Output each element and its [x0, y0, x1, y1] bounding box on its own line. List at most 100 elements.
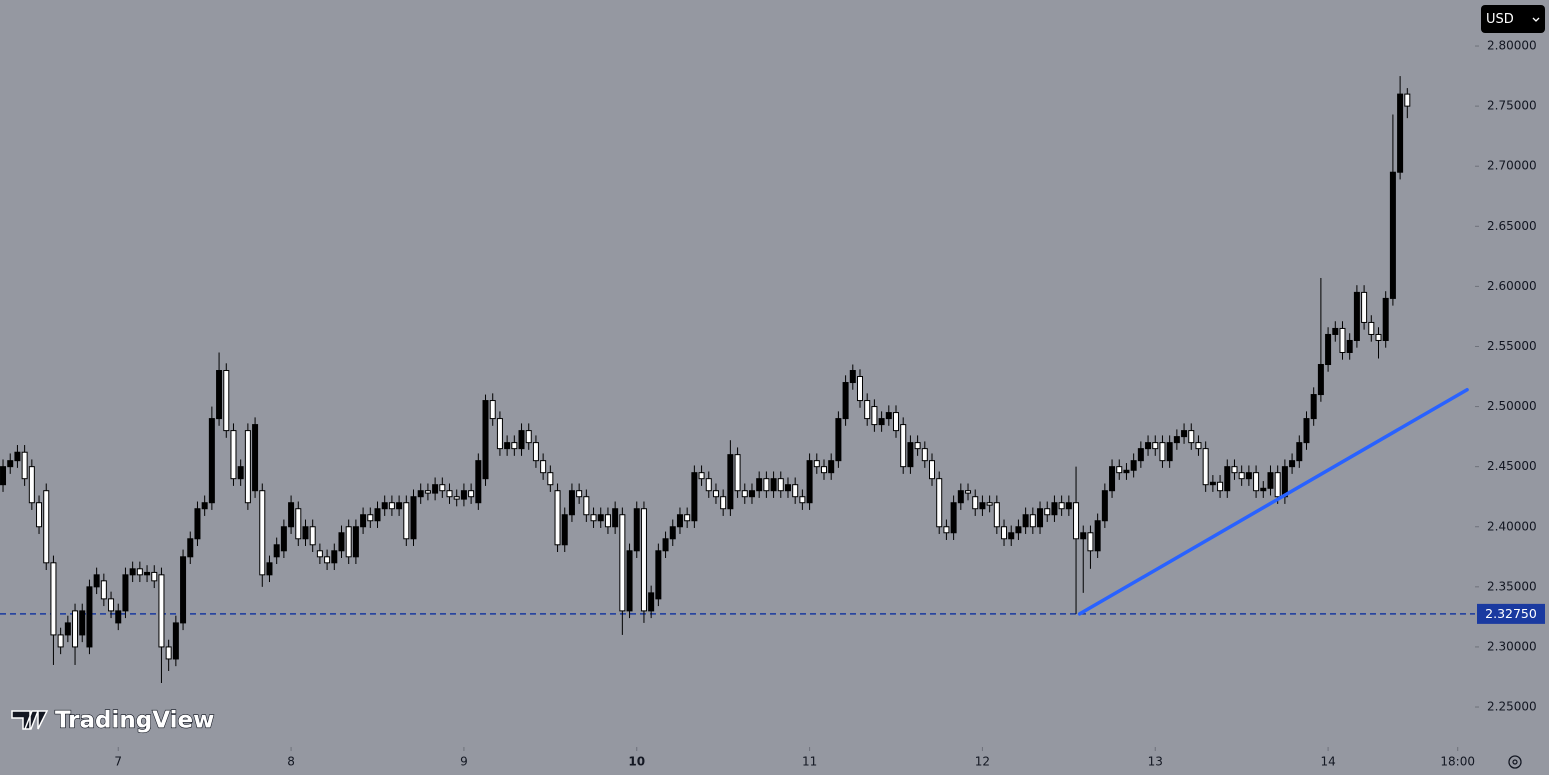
candle-body: [965, 490, 972, 494]
candle-body: [122, 574, 129, 612]
candle-body: [129, 568, 136, 576]
candle-body: [1195, 442, 1202, 450]
y-tick-label: 2.70000: [1487, 159, 1537, 173]
candle-body: [1073, 502, 1080, 540]
candle-body: [900, 424, 907, 468]
x-tick-label: 11: [802, 755, 817, 769]
candle-body: [1245, 472, 1252, 480]
candle-body: [453, 496, 460, 500]
candle-body: [288, 502, 295, 528]
candle-body: [842, 382, 849, 420]
candle-body: [1130, 460, 1137, 471]
candle-body: [468, 490, 475, 498]
candle-body: [1173, 436, 1180, 444]
candle-body: [957, 490, 964, 504]
candle-body: [576, 490, 583, 498]
candle-body: [338, 532, 345, 552]
candle-body: [381, 502, 388, 510]
candle-body: [734, 454, 741, 492]
candle-body: [1015, 526, 1022, 534]
candle-body: [547, 472, 554, 486]
candle-body: [194, 508, 201, 540]
candle-body: [525, 430, 532, 444]
candle-body: [1037, 508, 1044, 528]
candle-body: [1145, 442, 1152, 450]
x-tick-label: 10: [628, 755, 645, 769]
candle-body: [1116, 466, 1123, 474]
candle-body: [907, 442, 914, 468]
candle-body: [1094, 520, 1101, 552]
candle-body: [115, 610, 122, 624]
candle-body: [345, 526, 352, 558]
settings-gear[interactable]: [1508, 755, 1522, 769]
candle-body: [612, 508, 619, 528]
candle-body: [158, 574, 165, 648]
y-tick-label: 2.60000: [1487, 279, 1537, 293]
candle-body: [57, 634, 64, 648]
candle-body: [151, 571, 158, 582]
settings-gear-center[interactable]: [1512, 759, 1518, 765]
candle-body: [849, 370, 856, 384]
candle-body: [1159, 442, 1166, 462]
candle-body: [626, 550, 633, 612]
candle-body: [806, 460, 813, 504]
candle-body: [1137, 448, 1144, 462]
candle-body: [640, 508, 647, 612]
candle-body: [929, 460, 936, 480]
x-tick-label: 7: [114, 755, 122, 769]
candle-body: [1253, 472, 1260, 492]
candle-body: [86, 586, 93, 648]
chevron[interactable]: [1532, 17, 1540, 22]
candle-body: [36, 502, 43, 528]
candle-body: [496, 418, 503, 450]
settings-icon[interactable]: [1508, 755, 1522, 769]
candle-body: [720, 496, 727, 510]
candle-body: [1087, 532, 1094, 552]
candle-body: [172, 622, 179, 660]
candle-body: [100, 580, 107, 600]
candle-body: [352, 526, 359, 558]
candle-body: [756, 478, 763, 492]
candle-body: [705, 478, 712, 492]
y-tick-label: 2.40000: [1487, 519, 1537, 533]
candle-body: [439, 484, 446, 492]
candle-body: [79, 610, 86, 636]
candle-body: [972, 496, 979, 510]
currency-button[interactable]: USD: [1481, 5, 1545, 33]
candle-body: [1080, 532, 1087, 540]
candle-body: [1317, 364, 1324, 396]
candle-body: [244, 430, 251, 504]
candle-body: [259, 490, 266, 576]
candle-body: [432, 484, 439, 494]
candle-body: [597, 514, 604, 522]
currency-button-bg[interactable]: [1481, 5, 1545, 33]
candle-body: [1397, 93, 1404, 173]
candle-body: [993, 502, 1000, 528]
candle-body: [424, 490, 431, 494]
candle-body: [410, 496, 417, 540]
candle-body: [1051, 502, 1058, 516]
candle-body: [237, 466, 244, 480]
currency-label[interactable]: USD: [1486, 12, 1514, 27]
candle-body: [1231, 466, 1238, 474]
candle-body: [0, 466, 7, 486]
candle-body: [583, 496, 590, 516]
candle-body: [187, 538, 194, 558]
candle-body: [511, 442, 518, 450]
candle-body: [518, 430, 525, 450]
candle-body: [1339, 327, 1346, 353]
candle-body: [950, 502, 957, 534]
candle-body: [799, 496, 806, 504]
candle-body: [208, 418, 215, 504]
candle-body: [165, 646, 172, 660]
candle-body: [180, 556, 187, 624]
price-tag-label: 2.32750: [1485, 606, 1537, 621]
candle-body: [986, 502, 993, 506]
candle-body: [604, 514, 611, 528]
candle-body: [21, 451, 28, 480]
y-tick-label: 2.30000: [1487, 639, 1537, 653]
candle-body: [64, 622, 71, 636]
candle-body: [388, 502, 395, 510]
candle-body: [1267, 472, 1274, 489]
candle-body: [93, 574, 100, 588]
